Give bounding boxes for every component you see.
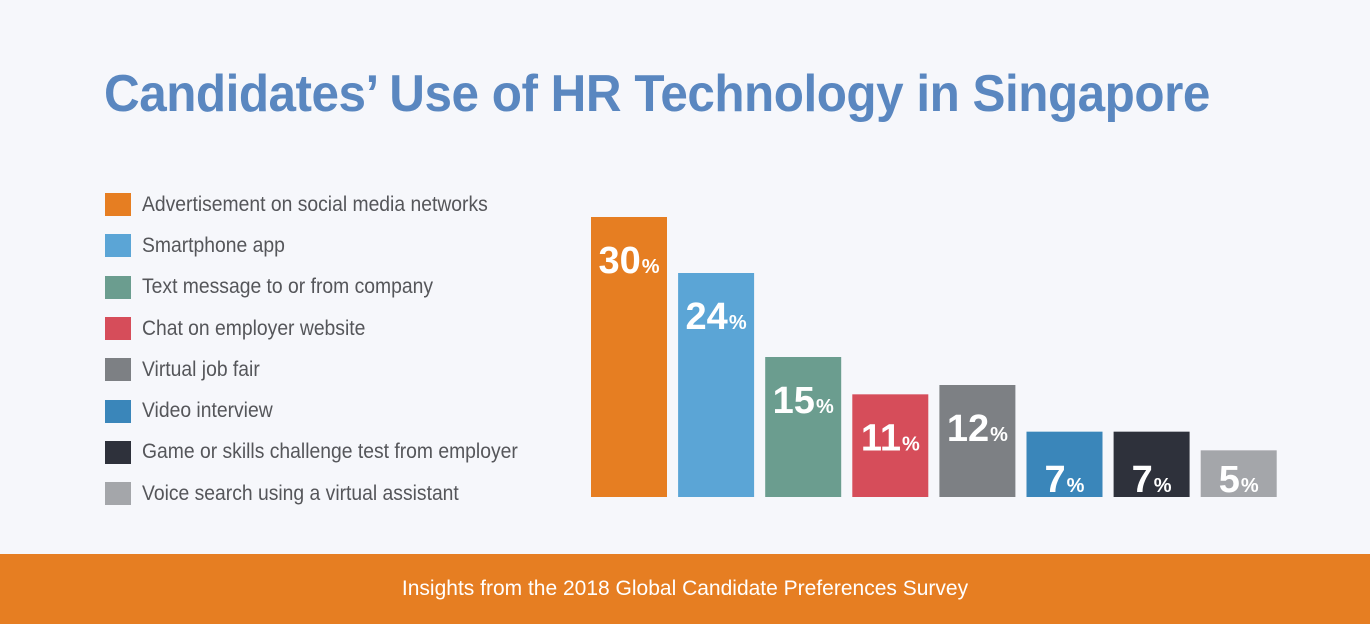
legend-label: Video interview xyxy=(142,399,273,423)
chart-title: Candidates’ Use of HR Technology in Sing… xyxy=(104,65,1210,123)
legend-label: Chat on employer website xyxy=(142,316,366,340)
data-label: 5% xyxy=(1219,459,1259,501)
bar xyxy=(1113,431,1190,497)
legend-swatch xyxy=(105,317,131,341)
footer-banner: Insights from the 2018 Global Candidate … xyxy=(0,554,1370,624)
legend-label: Advertisement on social media networks xyxy=(142,192,488,216)
data-label: 7% xyxy=(1045,459,1085,501)
bar-chart: 30% 24% 15% 11% 12% 7% 7% 5% xyxy=(591,217,1277,501)
data-label: 15% xyxy=(773,380,834,422)
data-label: 30% xyxy=(598,240,659,282)
footer-text: Insights from the 2018 Global Candidate … xyxy=(401,577,969,600)
legend-label: Virtual job fair xyxy=(142,357,260,381)
legend-swatch xyxy=(105,234,131,258)
legend-label: Voice search using a virtual assistant xyxy=(142,481,459,505)
data-label: 24% xyxy=(686,296,747,338)
legend-item: Advertisement on social media networks xyxy=(105,184,551,225)
legend-item: Text message to or from company xyxy=(105,267,551,308)
bar xyxy=(765,357,842,497)
legend-label: Text message to or from company xyxy=(142,275,433,299)
legend-swatch xyxy=(105,482,131,506)
legend-label: Smartphone app xyxy=(142,233,285,257)
legend-item: Voice search using a virtual assistant xyxy=(105,473,551,514)
legend-swatch xyxy=(105,193,131,217)
legend-item: Virtual job fair xyxy=(105,349,551,390)
bar xyxy=(939,385,1016,497)
legend-swatch xyxy=(105,399,131,423)
legend-item: Game or skills challenge test from emplo… xyxy=(105,432,551,473)
data-label: 7% xyxy=(1132,459,1172,501)
legend-swatch xyxy=(105,358,131,382)
bar xyxy=(591,217,667,497)
legend-item: Video interview xyxy=(105,390,551,431)
bar xyxy=(678,273,755,497)
bar xyxy=(852,394,929,497)
legend-label: Game or skills challenge test from emplo… xyxy=(142,440,518,464)
data-label: 12% xyxy=(947,408,1008,450)
data-label: 11% xyxy=(861,417,920,459)
legend-swatch xyxy=(105,275,131,299)
legend-swatch xyxy=(105,440,131,464)
legend-item: Chat on employer website xyxy=(105,308,551,349)
bar xyxy=(1200,450,1277,497)
bar xyxy=(1026,431,1103,497)
legend-item: Smartphone app xyxy=(105,225,551,266)
chart-legend: Advertisement on social media networks Sm… xyxy=(105,184,551,514)
